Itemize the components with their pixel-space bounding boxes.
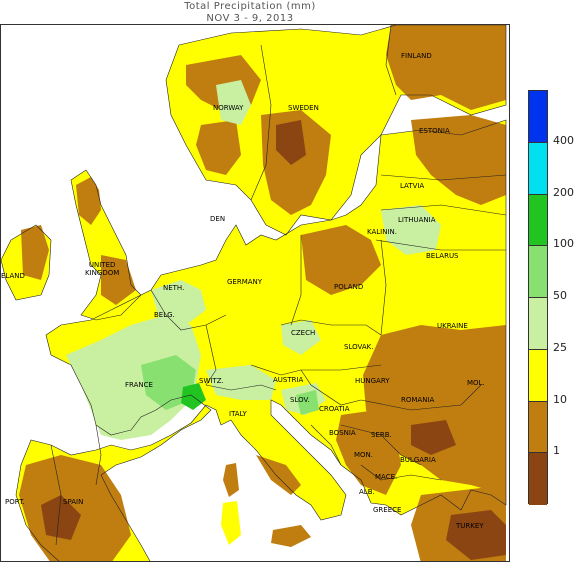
land-sicily [271,525,311,547]
label-spain: SPAIN [63,498,84,506]
legend-tick-label: 100 [553,237,574,251]
label-kaliningrad: KALININ. [367,228,397,236]
precip-lt1-turkey [446,510,506,560]
legend-tick-label: 400 [553,133,574,147]
legend-swatch-b100_200 [529,194,547,247]
precipitation-fields [19,25,506,561]
legend-tick-label: 50 [553,289,567,302]
label-germany: GERMANY [227,278,263,286]
legend-swatch-gt400 [529,91,547,143]
legend-tick-label: 10 [553,392,567,406]
label-hungary: HUNGARY [355,377,390,385]
label-romania: ROMANIA [401,396,435,404]
precip-25-50-czech [281,320,321,355]
precip-1-10-spain [19,455,131,561]
precip-1-10-norway-south [196,120,241,175]
label-switzerland: SWITZ. [199,377,224,385]
legend-swatch-b200_400 [529,142,547,195]
precip-1-10-uk-north [76,177,101,225]
label-estonia: ESTONIA [419,127,450,135]
label-ireland: ELAND [1,272,25,280]
label-finland: FINLAND [401,52,432,60]
label-france: FRANCE [125,381,153,389]
label-czech: CZECH [291,329,316,337]
label-portugal: PORT. [5,498,25,506]
map-title: Total Precipitation (mm) [184,1,316,12]
legend-tick-label: 1 [553,444,560,458]
precip-lt1-sweden [276,120,306,165]
label-italy: ITALY [229,410,247,418]
label-denmark: DEN [210,215,226,223]
legend-swatch-b10_25 [529,349,547,402]
legend-tick-label: 25 [553,340,567,354]
precip-1-10-finland [386,25,506,110]
label-latvia: LATVIA [400,182,425,190]
label-bulgaria: BULGARIA [400,456,436,464]
label-norway: NORWAY [213,104,244,112]
color-legend [528,90,548,505]
label-greece: GREECE [373,506,402,514]
land-corsica [223,463,239,497]
label-serbia: SERB. [371,431,392,439]
precip-lt1-romania [411,420,456,455]
precip-25-50-norway [216,80,251,125]
precip-25-50-alps [206,365,276,400]
country-borders [1,25,507,561]
precip-1-10-poland [301,225,381,295]
precip-lt1-spain [41,495,81,540]
legend-swatch-b50_100 [529,246,547,298]
legend-swatch-lt1 [529,453,547,505]
precip-50-100-croatia [296,390,319,415]
label-turkey: TURKEY [456,522,484,530]
land-sardinia [221,501,241,545]
precip-1-10-balkans [336,410,401,495]
precip-1-10-uk-south [101,255,136,305]
precip-25-50-lithuania [381,205,441,255]
precipitation-map: FINLAND NORWAY SWEDEN ESTONIA LATVIA LIT… [0,24,510,562]
precip-1-10-ireland [21,225,49,280]
label-lithuania: LITHUANIA [398,216,436,224]
map-date-range: NOV 3 - 9, 2013 [206,13,294,24]
label-slovenia: SLOV. [290,396,310,404]
legend-swatch-b1_10 [529,401,547,454]
legend-swatch-b25_50 [529,298,547,350]
label-netherlands: NETH. [163,284,185,292]
land-italy [221,395,331,495]
label-belgium: BELG. [154,311,175,319]
label-montenegro: MON. [354,451,374,459]
label-albania: ALB. [359,488,375,496]
label-united-kingdom: UNITED KINGDOM [85,261,120,277]
label-belarus: BELARUS [426,252,459,260]
precip-25-50-benelux [151,280,206,325]
label-poland: POLAND [334,283,364,291]
label-croatia: CROATIA [319,405,350,413]
label-austria: AUSTRIA [273,376,304,384]
label-bosnia: BOSNIA [329,429,356,437]
label-macedonia: MACE. [375,473,398,481]
label-moldova: MOL. [467,379,485,387]
label-slovakia: SLOVAK. [344,343,374,351]
label-ukraine: UKRAINE [437,322,468,330]
precip-1-10-baltic [411,115,506,205]
label-sweden: SWEDEN [288,104,319,112]
precip-1-10-italy-south [256,455,301,495]
legend-tick-label: 200 [553,185,574,199]
